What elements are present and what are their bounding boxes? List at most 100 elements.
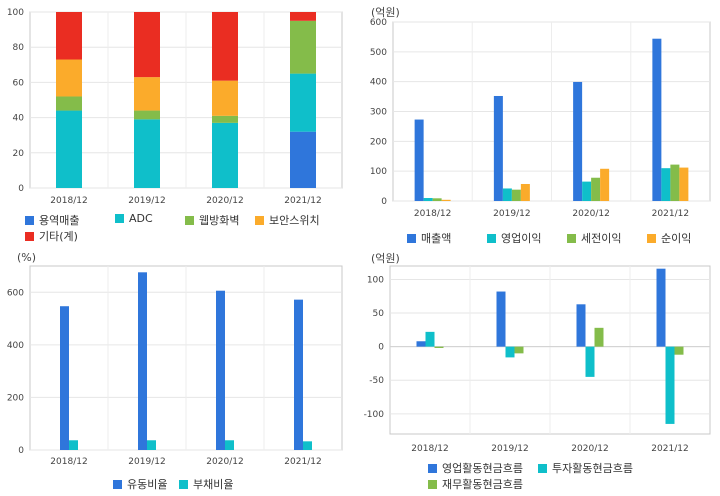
legend-swatch — [115, 214, 124, 223]
bar — [520, 183, 530, 201]
x-tick-label: 2019/12 — [491, 444, 528, 454]
bar — [425, 331, 435, 347]
unit-label: (억원) — [371, 6, 400, 19]
legend-label: 유동비율 — [127, 478, 168, 491]
legend-label: 용역매출 — [39, 214, 80, 227]
y-tick-label: -50 — [369, 376, 384, 386]
bar — [138, 272, 147, 450]
legend-label: 기타(계) — [39, 230, 78, 243]
y-tick-label: 40 — [13, 114, 25, 124]
legend-swatch — [25, 231, 34, 241]
unit-label: (%) — [17, 251, 37, 264]
chart-canvas: 0 100 200 300 400 500 600 2018/12 2019/12 2020/12… — [370, 18, 711, 219]
x-tick-label: 2021/12 — [284, 457, 321, 467]
legend-label: 재무활동현금흐름 — [442, 478, 523, 491]
legend-swatch — [567, 233, 576, 243]
y-tick-label: 0 — [381, 197, 387, 207]
legend-item[interactable]: 재무활동현금흐름 — [428, 476, 523, 492]
y-tick-label: 50 — [373, 309, 385, 319]
y-tick-label: 0 — [18, 184, 24, 194]
bar — [441, 199, 451, 201]
bar — [511, 189, 521, 201]
legend-swatch — [487, 233, 496, 243]
chart-canvas: 0 200 400 600 2018/12 2019/12 2020/12 2021/12 — [7, 265, 343, 467]
legend-item[interactable]: ADC — [115, 212, 153, 225]
bar-segment — [56, 59, 82, 97]
bar-segment — [290, 73, 316, 132]
legend-item[interactable]: 용역매출 — [25, 212, 79, 228]
bar — [661, 168, 671, 201]
bar — [216, 290, 225, 450]
legend-label: 영업이익 — [501, 232, 542, 245]
legend-swatch — [185, 215, 194, 225]
bar-segment — [134, 12, 160, 78]
x-tick-label: 2018/12 — [411, 444, 448, 454]
legend-item[interactable]: 기타(계) — [25, 228, 78, 244]
bar — [514, 346, 524, 354]
legend-label: 투자활동현금흐름 — [552, 462, 633, 475]
bar — [656, 268, 666, 347]
revenue-mix-chart: 0 20 40 60 80 100 2018/12 2019/12 2020/12 2021/12… — [0, 0, 360, 248]
unit-label: (억원) — [371, 252, 400, 265]
y-tick-label: 300 — [370, 108, 387, 118]
legend-item[interactable]: 유동비율 — [113, 476, 167, 492]
bar — [679, 167, 689, 201]
bar-segment — [56, 110, 82, 188]
legend-swatch — [255, 215, 264, 225]
bar — [432, 198, 442, 201]
bar — [60, 306, 69, 450]
bar-segment — [134, 119, 160, 188]
bar-segment — [56, 12, 82, 60]
legend-item[interactable]: 세전이익 — [567, 230, 621, 246]
bar — [416, 341, 426, 347]
legend-item[interactable]: 영업이익 — [487, 230, 541, 246]
y-tick-label: 100 — [370, 167, 387, 177]
legend-swatch — [407, 233, 416, 243]
bar — [69, 440, 78, 450]
x-tick-label: 2020/12 — [572, 209, 609, 219]
y-tick-label: 200 — [7, 393, 24, 403]
x-tick-label: 2019/12 — [493, 209, 530, 219]
income-statement-chart: (억원) 0 100 200 300 400 500 600 2018/12 2019/12 202… — [360, 0, 720, 248]
legend-swatch — [428, 479, 437, 489]
bar — [670, 164, 680, 201]
x-tick-label: 2018/12 — [414, 209, 451, 219]
bar — [594, 327, 604, 347]
legend-item[interactable]: 투자활동현금흐름 — [538, 460, 633, 476]
bar — [434, 346, 444, 348]
bar — [493, 95, 503, 201]
y-tick-label: 0 — [18, 446, 24, 456]
y-tick-label: 400 — [370, 78, 387, 88]
bar-segment — [56, 96, 82, 111]
legend-label: ADC — [129, 212, 153, 225]
legend-label: 세전이익 — [581, 232, 622, 245]
x-tick-label: 2018/12 — [50, 196, 87, 206]
legend-item[interactable]: 영업활동현금흐름 — [428, 460, 523, 476]
legend-item[interactable]: 순이익 — [647, 230, 691, 246]
y-tick-label: 100 — [7, 8, 24, 18]
legend-label: 영업활동현금흐름 — [442, 462, 523, 475]
y-tick-label: 600 — [7, 288, 24, 298]
bar-segment — [212, 122, 238, 188]
x-tick-label: 2021/12 — [284, 196, 321, 206]
y-tick-label: 500 — [370, 48, 387, 58]
ratio-chart: (%) 0 200 400 600 2018/12 2019/12 2020/12 2021/1… — [0, 248, 360, 496]
x-tick-label: 2020/12 — [206, 196, 243, 206]
bar — [505, 346, 515, 358]
y-tick-label: 20 — [13, 149, 25, 159]
legend-item[interactable]: 부채비율 — [179, 476, 233, 492]
bar — [576, 304, 586, 347]
bar-segment — [290, 20, 316, 74]
legend-label: 순이익 — [661, 232, 692, 245]
x-tick-label: 2021/12 — [651, 444, 688, 454]
legend-item[interactable]: 웹방화벽 — [185, 212, 239, 228]
legend-swatch — [538, 463, 547, 473]
y-tick-label: 60 — [13, 78, 25, 88]
y-tick-label: 400 — [7, 341, 24, 351]
y-tick-label: 100 — [367, 275, 384, 285]
legend-item[interactable]: 매출액 — [407, 230, 451, 246]
bar — [496, 291, 506, 347]
legend-item[interactable]: 보안스위치 — [255, 212, 320, 228]
cash-flow-chart: (억원) -100 -50 0 50 100 2018/12 2019/12 2020/12 20… — [360, 248, 720, 496]
x-tick-label: 2019/12 — [128, 196, 165, 206]
